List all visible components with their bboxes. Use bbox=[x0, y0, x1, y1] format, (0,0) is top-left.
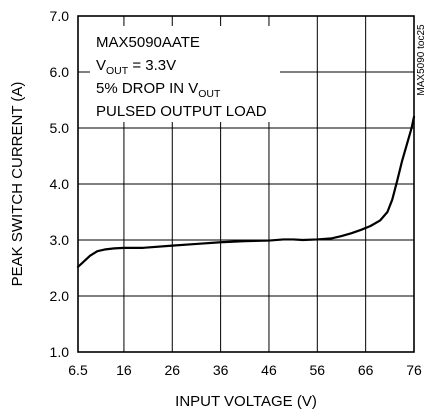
y-tick-labels: 1.0 2.0 3.0 4.0 5.0 6.0 7.0 bbox=[50, 8, 70, 360]
x-tick-label: 76 bbox=[406, 362, 422, 378]
x-tick-label: 66 bbox=[358, 362, 374, 378]
figure-code: MAX5090 toc25 bbox=[416, 24, 427, 96]
x-axis-title: INPUT VOLTAGE (V) bbox=[175, 393, 317, 410]
x-tick-label: 6.5 bbox=[68, 362, 88, 378]
series-line bbox=[76, 115, 416, 268]
y-tick-label: 5.0 bbox=[50, 120, 70, 136]
y-tick-label: 6.0 bbox=[50, 64, 70, 80]
x-tick-label: 46 bbox=[261, 362, 277, 378]
y-tick-label: 7.0 bbox=[50, 8, 70, 24]
annotation-block: MAX5090AATE VOUT = 3.3V 5% DROP IN VOUT … bbox=[90, 26, 280, 122]
y-tick-label: 2.0 bbox=[50, 288, 70, 304]
x-tick-labels: 6.5 16 26 36 46 56 66 76 bbox=[68, 362, 422, 378]
y-tick-label: 1.0 bbox=[50, 344, 70, 360]
annotation-vout: VOUT = 3.3V bbox=[96, 57, 176, 77]
y-tick-label: 4.0 bbox=[50, 176, 70, 192]
x-tick-label: 36 bbox=[213, 362, 229, 378]
annotation-drop: 5% DROP IN VOUT bbox=[96, 80, 221, 100]
x-tick-label: 16 bbox=[116, 362, 132, 378]
y-axis-title: PEAK SWITCH CURRENT (A) bbox=[9, 82, 26, 287]
plot-frame bbox=[77, 15, 415, 353]
x-tick-label: 26 bbox=[164, 362, 180, 378]
y-tick-label: 3.0 bbox=[50, 232, 70, 248]
annotation-load: PULSED OUTPUT LOAD bbox=[96, 103, 267, 120]
annotation-part: MAX5090AATE bbox=[96, 34, 200, 51]
x-tick-label: 56 bbox=[310, 362, 326, 378]
